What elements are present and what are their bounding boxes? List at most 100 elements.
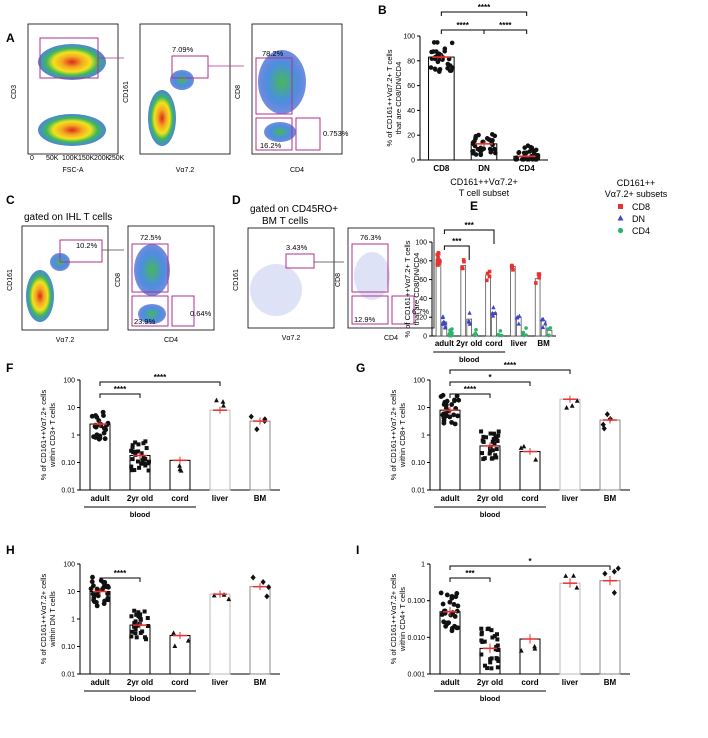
chart-G-point [447,414,453,420]
chart-F-point [214,397,219,403]
chart-B-ytick: 20 [407,133,415,140]
chart-I-point [441,619,447,625]
flow-d1-xlabel: Vα7.2 [282,335,301,342]
flow-a1-xtick: 200K [94,155,111,162]
chart-F-point [132,468,137,473]
chart-E-legend-label: DN [632,214,645,224]
chart-B-point [472,138,477,144]
flow-d2-ylabel: CD8 [335,273,342,287]
chart-B-point [525,157,530,162]
chart-H-point [105,591,110,597]
chart-F-point [101,413,106,418]
chart-E-ytick: 100 [415,240,427,247]
chart-I-ytick: 1 [421,562,425,569]
flow-c1-gate: 10.2% [76,241,98,250]
chart-I-point [455,603,461,609]
chart-G-point [569,403,575,408]
chart-G-point [440,412,446,418]
flow-d2-xlabel: CD4 [384,335,398,342]
chart-G-point [601,425,607,432]
chart-E-legend-label: CD4 [632,226,650,236]
chart-F-category: liver [212,494,228,503]
chart-B-point [481,146,487,152]
chart-E-point-CD4 [448,328,452,332]
chart-E-point-CD4 [523,333,528,337]
chart-H-point [129,614,134,619]
chart-I-point [490,635,495,640]
chart-F-point [139,461,144,466]
chart-E-point-CD8 [536,272,541,276]
chart-I-point [574,584,580,590]
chart-H-point [226,596,232,602]
chart-E-bar-CD8 [460,265,467,337]
chart-E-ytick: 0 [423,334,427,341]
chart-I-point [479,638,484,643]
chart-I-point [611,589,617,596]
chart-F-bar [249,420,271,491]
chart-E-bar-CD8 [510,266,516,337]
chart-H-point [133,619,138,624]
chart-F-point [144,446,149,451]
chart-B-point [442,48,448,54]
chart-E-point-DN [540,324,546,330]
chart-I-point [486,626,491,631]
chart-G-category: 2yr old [477,494,503,503]
chart-E-bar-DN [466,318,472,337]
chart-G-point [441,420,447,426]
chart-B-point [535,154,541,160]
chart-F-point [131,450,136,455]
chart-H-category: 2yr old [127,678,153,687]
chart-F-point [133,440,138,445]
chart-F-point [254,426,260,433]
chart-G-ytick: 0.10 [411,460,425,467]
chart-I-point [518,648,524,653]
flow-panel-c: gated on IHL T cells 10.2% CD161 Vα7.2 7… [7,212,215,344]
chart-F-point [94,414,100,420]
chart-F-point [178,468,184,473]
chart-F-bar [209,409,231,491]
chart-F-point [97,435,103,441]
chart-G-point [456,397,462,403]
chart-E-point-DN [540,316,546,322]
chart-B-point [513,157,518,162]
chart-E-point-CD8 [462,259,466,264]
chart-B-point [449,40,455,46]
chart-G-ylabel: within CD8+ T cells [398,403,407,468]
chart-H-point [90,574,95,580]
chart-H-ytick: 10 [67,589,75,596]
chart-F-point [129,468,134,473]
chart-H-point [134,612,139,617]
chart-H-point [138,630,143,635]
chart-E-legend-marker [617,215,624,221]
chart-F-point [130,457,135,462]
chart-H-point [93,599,99,605]
chart-E-legend-marker [617,227,624,234]
chart-I-bar [519,638,541,675]
chart-F-point [133,449,138,454]
chart-B-sig-bracket [483,29,528,34]
chart-H-point [105,595,111,601]
chart-E-point-CD4 [521,330,526,335]
chart-E-legend-marker [618,204,623,209]
chart-H-point [133,631,138,636]
flow-c1-ylabel: CD161 [7,269,14,291]
flow-a1-xtick: 100K [62,155,79,162]
chart-F-sig-label: **** [154,373,167,382]
chart-H-point [101,584,107,590]
chart-H-point [134,635,139,640]
chart-E-point-DN [491,304,496,310]
chart-B-point [489,147,494,153]
chart-E-point-CD8 [436,259,440,263]
chart-E-legend-title: Vα7.2+ subsets [605,189,668,199]
chart-I-point [495,632,500,637]
chart-B-point [493,150,498,156]
chart-E-ytick: 80 [419,258,427,265]
chart-G-sig-label: **** [464,385,477,394]
chart-I-sig-bracket [449,577,491,582]
chart-I-point [602,570,608,577]
panel-letter-g: G [356,361,365,375]
chart-I-point [447,599,453,605]
chart-F-ylabel: within CD3+ T cells [48,403,57,468]
chart-G-point [491,437,496,442]
